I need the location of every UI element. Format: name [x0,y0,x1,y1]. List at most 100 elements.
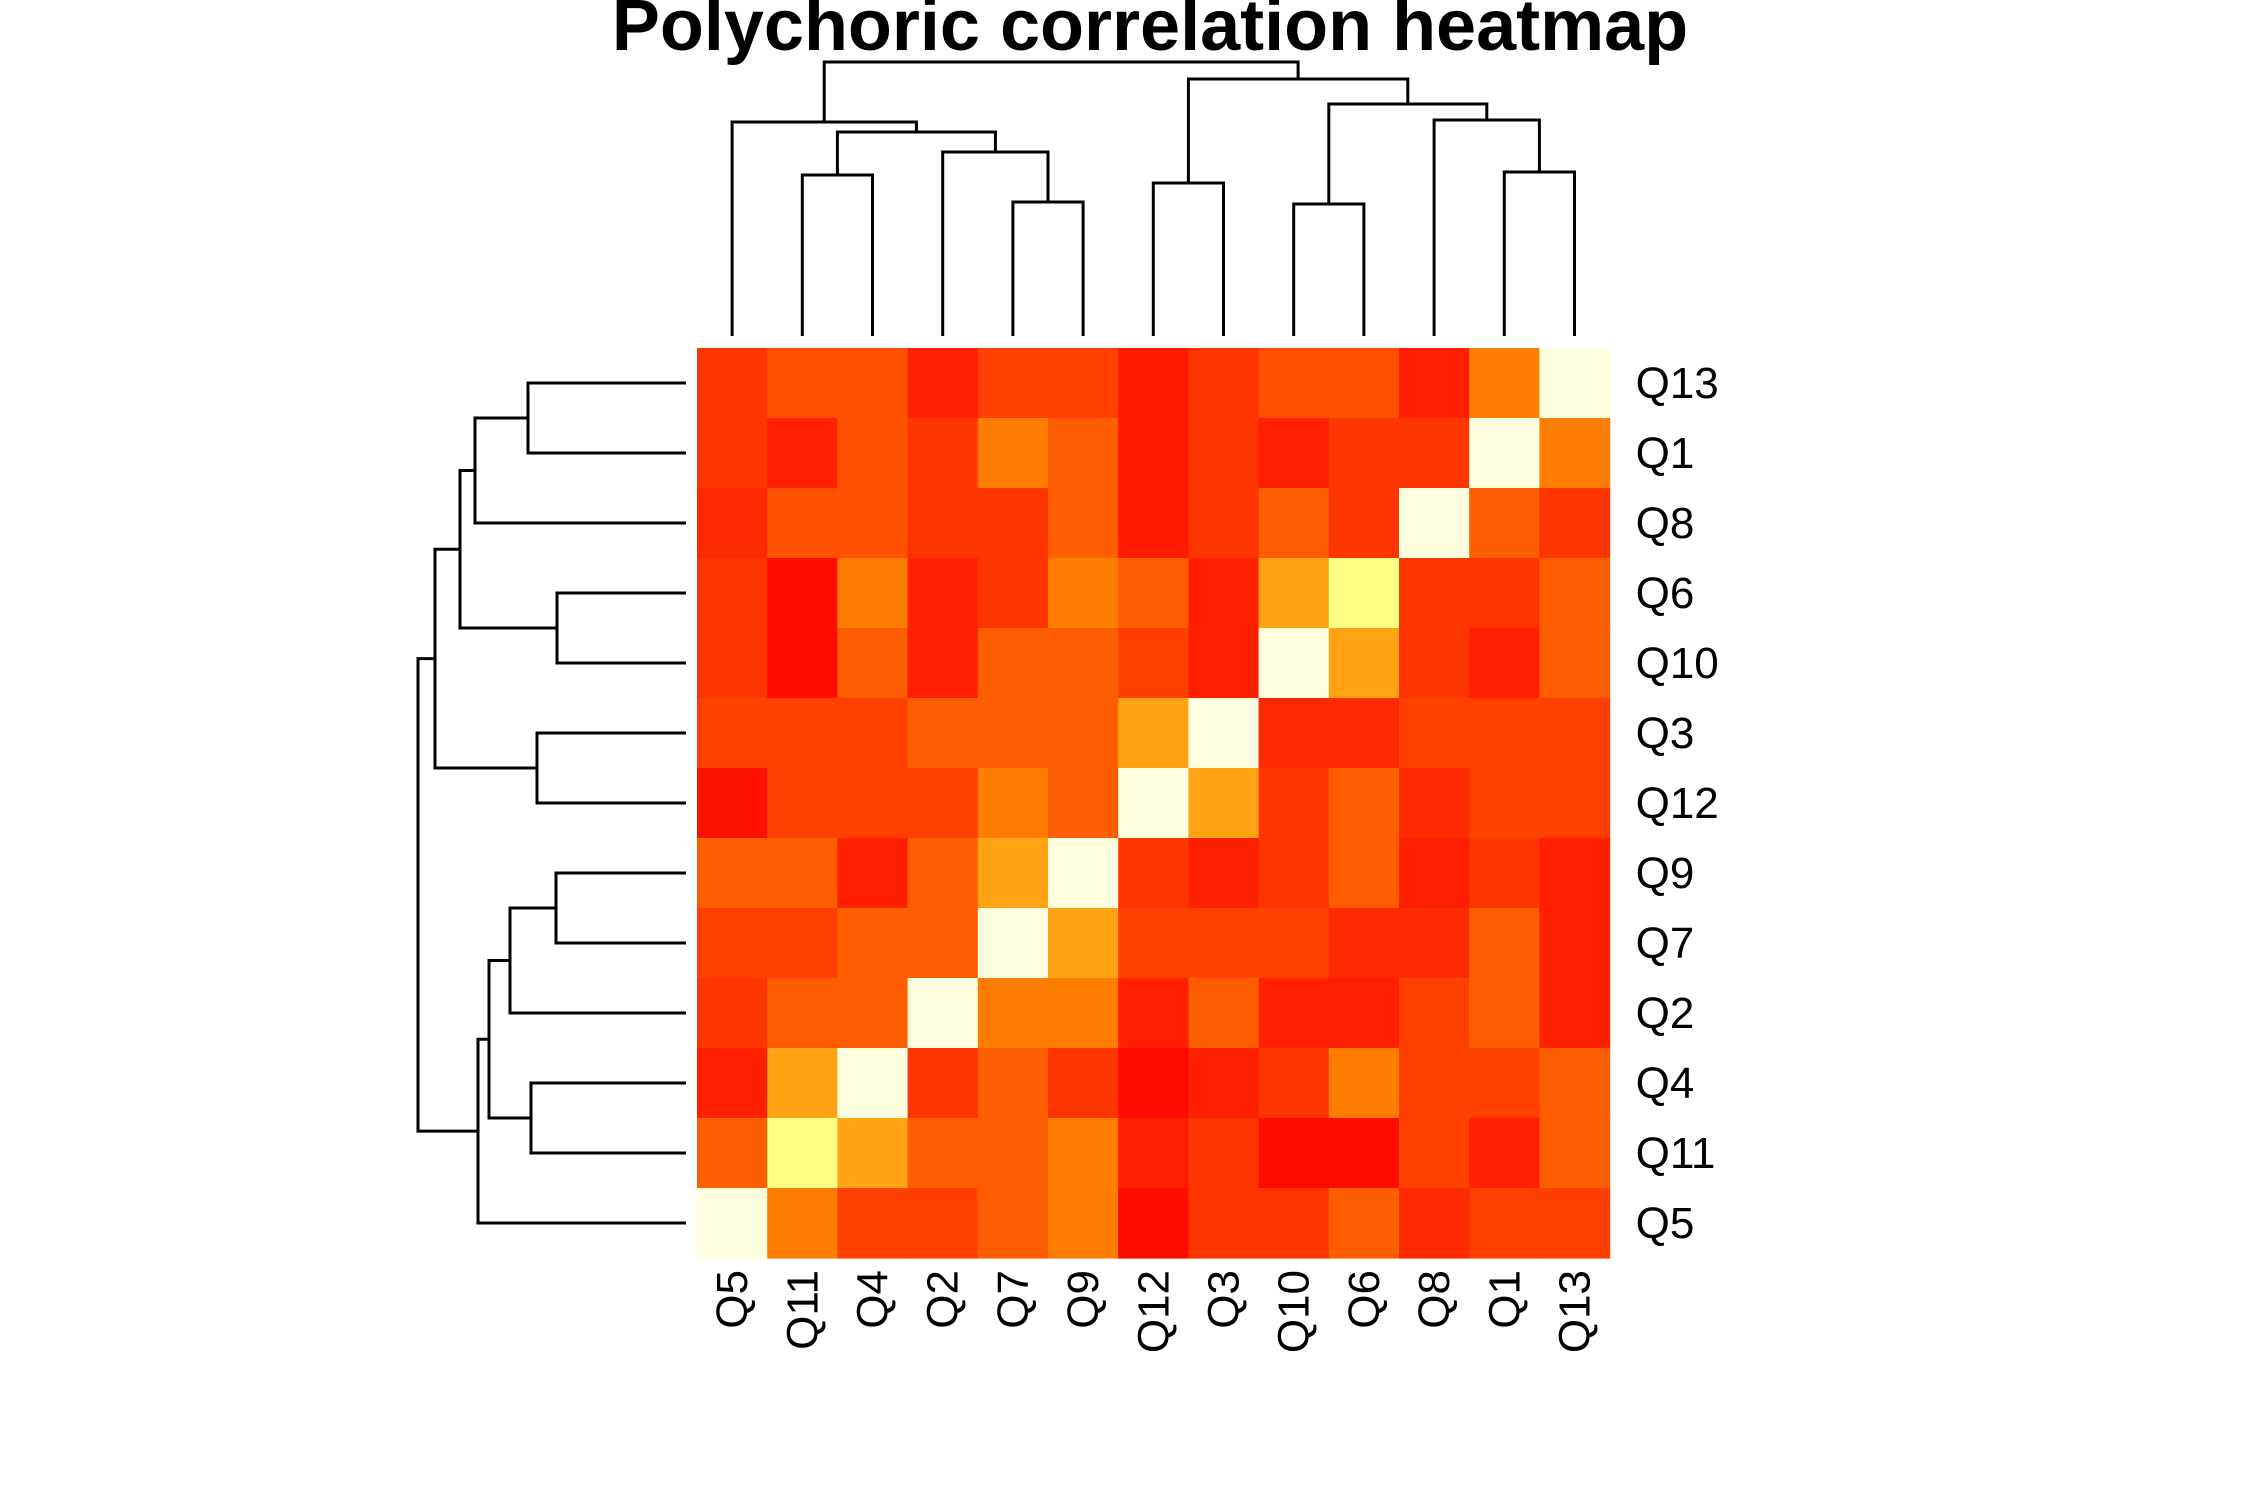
heatmap-cell-Q4-Q9 [1048,1048,1119,1119]
heatmap-cell-Q8-Q9 [1048,488,1119,559]
heatmap-cell-Q2-Q5 [697,978,768,1049]
heatmap-cell-Q1-Q6 [1328,418,1400,489]
heatmap-cell-Q3-Q7 [977,698,1049,769]
heatmap-cell-Q10-Q9 [1048,628,1119,699]
heatmap-cell-Q6-Q5 [697,558,768,629]
heatmap-cell-Q4-Q13 [1539,1048,1611,1119]
heatmap-cell-Q8-Q13 [1539,488,1611,559]
heatmap-cell-Q12-Q12 [1118,768,1189,839]
heatmap-cell-Q4-Q1 [1469,1048,1540,1119]
heatmap-cell-Q9-Q1 [1469,838,1540,909]
heatmap-cell-Q9-Q2 [907,838,979,909]
heatmap-cell-Q8-Q7 [977,488,1049,559]
heatmap-cell-Q11-Q1 [1469,1118,1540,1189]
heatmap-cell-Q3-Q13 [1539,698,1611,769]
heatmap-cell-Q7-Q9 [1048,908,1119,979]
row-dendrogram-branch [508,906,686,1015]
heatmap-cell-Q4-Q3 [1188,1048,1260,1119]
row-label-Q6: Q6 [1636,569,1695,618]
heatmap-cell-Q4-Q12 [1118,1048,1189,1119]
heatmap-cell-Q13-Q13 [1539,348,1611,419]
heatmap-cell-Q2-Q10 [1258,978,1330,1049]
heatmap-cell-Q9-Q11 [767,838,838,909]
heatmap-cell-Q9-Q8 [1399,838,1470,909]
row-labels: Q13 Q1 Q8 Q6 Q10 Q3 Q12 Q9 Q7 Q2 Q4 Q11 Q5 [1636,359,1719,1248]
heatmap-cell-Q1-Q13 [1539,418,1611,489]
heatmap-cell-Q6-Q1 [1469,558,1540,629]
heatmap-cell-Q9-Q5 [697,838,768,909]
column-dendrogram-branch [1186,77,1410,183]
row-label-Q4: Q4 [1636,1059,1695,1108]
heatmap-cell-Q12-Q7 [977,768,1049,839]
heatmap-cell-Q2-Q11 [767,978,838,1049]
row-dendrogram-branch [433,547,537,770]
heatmap-cell-Q2-Q2 [907,978,979,1049]
heatmap-cell-Q13-Q11 [767,348,838,419]
heatmap-cell-Q8-Q11 [767,488,838,559]
heatmap-cell-Q5-Q1 [1469,1188,1540,1259]
heatmap-cell-Q13-Q1 [1469,348,1540,419]
heatmap-cell-Q1-Q11 [767,418,838,489]
row-dendrogram-branch [526,381,686,455]
heatmap-cell-Q6-Q12 [1118,558,1189,629]
heatmap-cell-Q13-Q12 [1118,348,1189,419]
heatmap-cell-Q9-Q7 [977,838,1049,909]
column-dendrogram-branch [1151,181,1225,336]
heatmap-cell-Q3-Q12 [1118,698,1189,769]
heatmap-cell-Q12-Q4 [837,768,909,839]
heatmap-cell-Q12-Q6 [1328,768,1400,839]
heatmap-cell-Q4-Q6 [1328,1048,1400,1119]
heatmap-cell-Q1-Q7 [977,418,1049,489]
heatmap-cell-Q3-Q8 [1399,698,1470,769]
column-label-Q2: Q2 [919,1270,968,1329]
row-dendrogram-branch [476,1037,686,1225]
heatmap-cell-Q6-Q6 [1328,558,1400,629]
heatmap-cell-Q2-Q4 [837,978,909,1049]
heatmap-cell-Q11-Q2 [907,1118,979,1189]
heatmap-cell-Q10-Q5 [697,628,768,699]
column-label-Q1: Q1 [1480,1270,1529,1329]
heatmap-cell-Q10-Q12 [1118,628,1189,699]
row-dendrogram-branch [473,416,686,525]
heatmap-cell-Q7-Q3 [1188,908,1260,979]
row-label-Q8: Q8 [1636,499,1695,548]
heatmap-cell-Q1-Q4 [837,418,909,489]
column-dendrogram-branch [1292,202,1366,336]
heatmap-cell-Q8-Q4 [837,488,909,559]
row-dendrogram-branch [535,731,686,805]
column-label-Q13: Q13 [1551,1270,1600,1353]
heatmap-cell-Q5-Q11 [767,1188,838,1259]
heatmap-cell-Q11-Q8 [1399,1118,1470,1189]
heatmap-cell-Q11-Q10 [1258,1118,1330,1189]
heatmap-cell-Q13-Q9 [1048,348,1119,419]
heatmap-cell-Q6-Q9 [1048,558,1119,629]
heatmap-cell-Q11-Q13 [1539,1118,1611,1189]
heatmap-cell-Q7-Q11 [767,908,838,979]
heatmap-cell-Q11-Q5 [697,1118,768,1189]
column-dendrogram-branch [1011,200,1085,336]
heatmap-cell-Q1-Q5 [697,418,768,489]
heatmap-cell-Q10-Q1 [1469,628,1540,699]
column-labels: Q5 Q11 Q4 Q2 Q7 Q9 Q12 Q3 Q10 Q6 Q8 Q1 Q13 [708,1270,1599,1353]
heatmap-cell-Q3-Q3 [1188,698,1260,769]
heatmap-cell-Q11-Q6 [1328,1118,1400,1189]
heatmap-cell-Q7-Q7 [977,908,1049,979]
heatmap-cell-Q13-Q4 [837,348,909,419]
heatmap-cell-Q8-Q5 [697,488,768,559]
heatmap-cell-Q9-Q3 [1188,838,1260,909]
heatmap-cell-Q10-Q11 [767,628,838,699]
heatmap-cell-Q6-Q13 [1539,558,1611,629]
heatmap-cell-Q8-Q10 [1258,488,1330,559]
column-dendrogram [730,60,1576,336]
heatmap-cell-Q1-Q2 [907,418,979,489]
heatmap-cell-Q11-Q11 [767,1118,838,1189]
row-label-Q11: Q11 [1636,1129,1716,1178]
row-label-Q9: Q9 [1636,849,1695,898]
row-dendrogram-branch [554,871,686,945]
heatmap-cell-Q5-Q5 [697,1188,768,1259]
heatmap-cell-Q7-Q1 [1469,908,1540,979]
heatmap-cell-Q12-Q3 [1188,768,1260,839]
heatmap-cell-Q6-Q4 [837,558,909,629]
heatmap-cell-Q7-Q8 [1399,908,1470,979]
column-dendrogram-branch [941,150,1050,336]
